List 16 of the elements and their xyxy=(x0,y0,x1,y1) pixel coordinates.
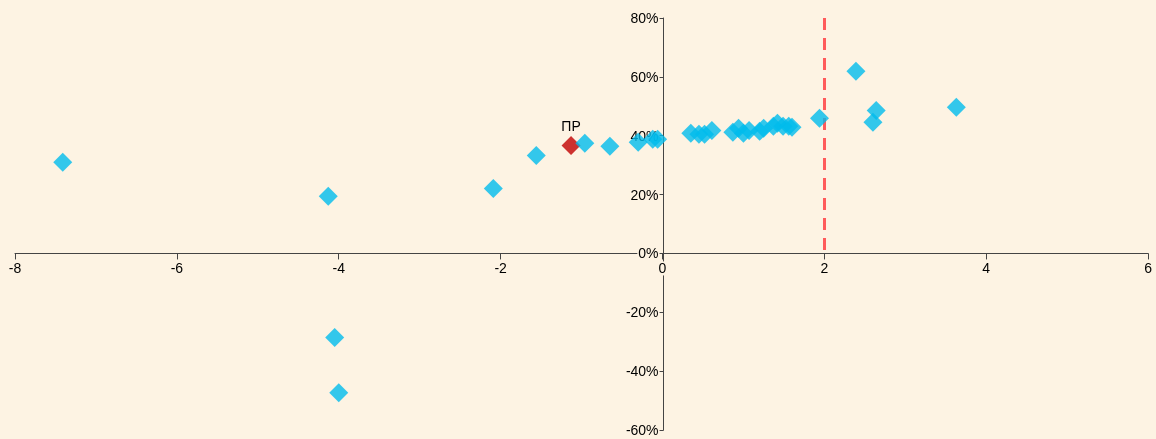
x-tick-label: 6 xyxy=(1144,260,1153,277)
x-tick-label: 2 xyxy=(820,260,829,277)
x-tick-label: -8 xyxy=(8,260,22,277)
y-tick-label: -20% xyxy=(625,304,659,321)
x-tick-label: -6 xyxy=(170,260,184,277)
y-tick-label: -60% xyxy=(625,422,659,438)
y-tick-label: 80% xyxy=(630,10,659,26)
y-tick-label: 0% xyxy=(638,245,659,262)
x-tick-label: -2 xyxy=(494,260,508,277)
y-tick-label: -40% xyxy=(625,363,659,380)
annotation: ПР xyxy=(561,118,581,135)
x-tick-label: 4 xyxy=(982,260,991,277)
x-tick-label: 0 xyxy=(658,260,667,277)
y-tick-label: 60% xyxy=(630,68,659,85)
x-tick-label: -4 xyxy=(332,260,346,277)
y-tick-label: 20% xyxy=(630,186,659,203)
